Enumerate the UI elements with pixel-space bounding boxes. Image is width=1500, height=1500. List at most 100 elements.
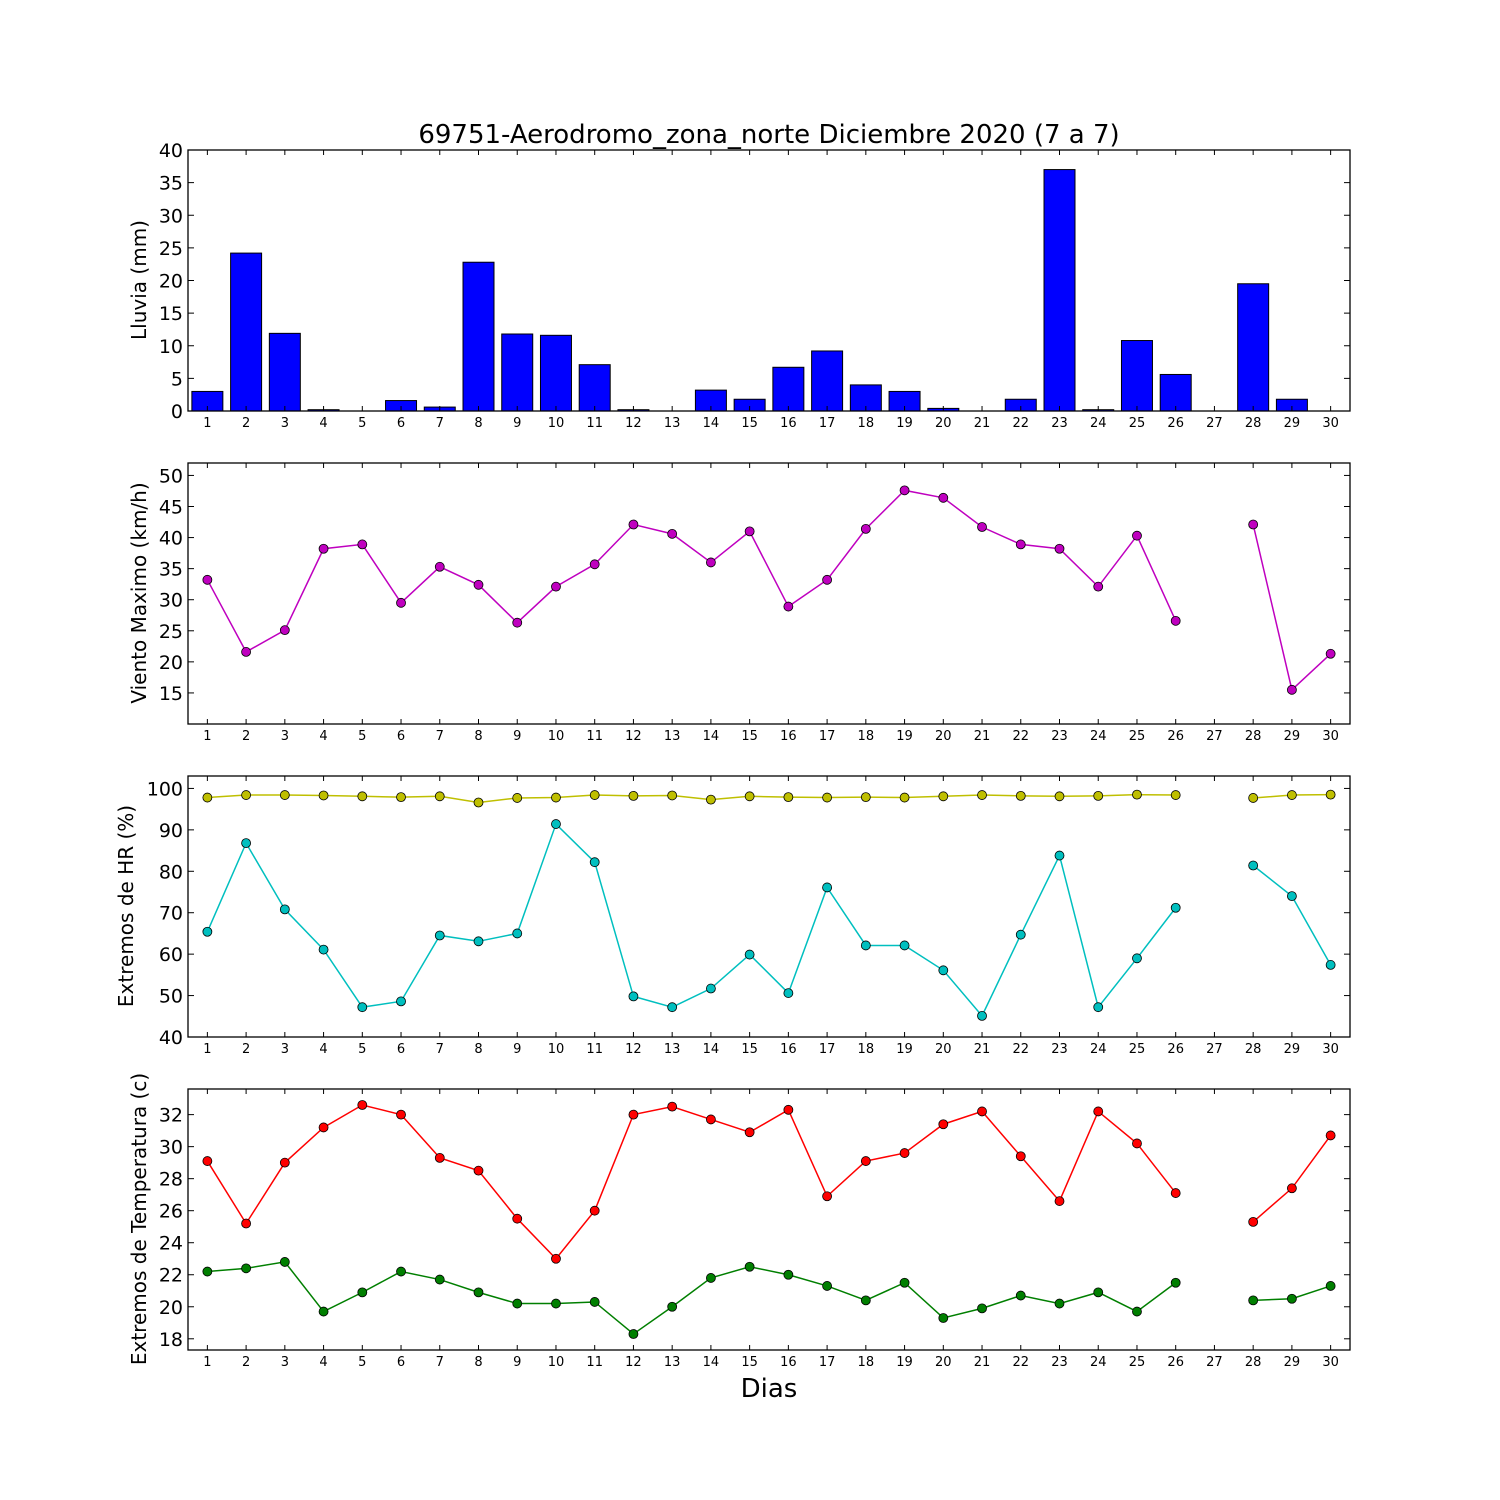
temperature-series-2-point-day-29 [1287, 1293, 1297, 1304]
humidity-series-2-line-1 [206, 822, 1177, 1018]
humidity-xtick-label: 26 [1167, 1042, 1184, 1057]
rain-ylabel: Lluvia (mm) [127, 220, 151, 340]
rain-xtick-label: 30 [1322, 416, 1339, 431]
wind-series-1-line-2 [1252, 524, 1332, 692]
rain-bar-day-11 [578, 364, 611, 412]
temperature-series-2-point-day-21 [977, 1303, 987, 1314]
humidity-series-2-point-day-6 [396, 996, 406, 1007]
temperature-xtick-label: 20 [935, 1355, 952, 1370]
temperature-series-1-line-2 [1252, 1134, 1332, 1223]
temperature-series-1-point-day-3 [279, 1157, 290, 1168]
temperature-ytick-label: 20 [159, 1297, 183, 1319]
wind-series [202, 485, 1336, 695]
humidity-series-1-point-day-3 [279, 790, 290, 800]
temperature-series-1-point-day-25 [1132, 1138, 1142, 1149]
temperature-ytick-label: 22 [159, 1265, 183, 1287]
temperature-series-2-point-day-25 [1132, 1306, 1142, 1317]
humidity-xtick-label: 3 [281, 1042, 289, 1057]
temperature-xtick-label: 16 [780, 1355, 797, 1370]
wind-xtick-label: 19 [896, 729, 913, 744]
x-axis-label: Dias [741, 1374, 798, 1404]
rain-bars [191, 169, 1308, 412]
temperature-series-2-point-day-10 [551, 1298, 561, 1309]
humidity-series-1-point-day-30 [1325, 789, 1336, 800]
humidity-xtick-label: 2 [242, 1042, 250, 1057]
wind-xtick-label: 17 [819, 729, 836, 744]
temperature-series-2-point-day-5 [357, 1287, 368, 1298]
humidity-ytick-label: 100 [147, 778, 183, 800]
temperature-series-2-point-day-8 [473, 1287, 484, 1298]
wind-series-1-point-day-11 [589, 559, 600, 570]
rain-ytick-label: 10 [159, 336, 183, 358]
wind-xtick-label: 16 [780, 729, 797, 744]
wind-series-1-point-day-23 [1054, 543, 1065, 554]
temperature-xtick-label: 10 [548, 1355, 565, 1370]
humidity-series-1-point-day-17 [822, 792, 832, 803]
wind-series-1-point-day-19 [899, 485, 910, 496]
wind-xtick-label: 6 [397, 729, 405, 744]
wind-xtick-label: 25 [1129, 729, 1146, 744]
wind-series-1-point-day-20 [938, 492, 949, 503]
rain-xtick-label: 22 [1012, 416, 1029, 431]
humidity-series-1-point-day-7 [434, 791, 445, 802]
temperature-series-2-line-1 [207, 1261, 1177, 1335]
humidity-series-2-point-day-29 [1287, 891, 1297, 902]
rain-xtick-label: 10 [548, 416, 565, 431]
humidity-series-1-point-day-21 [977, 790, 987, 800]
wind-xtick-label: 21 [974, 729, 991, 744]
humidity-series-1-point-day-9 [512, 793, 523, 803]
wind-xtick-label: 9 [513, 729, 521, 744]
temperature-ytick-label: 30 [159, 1137, 183, 1159]
temperature-series-2-point-day-24 [1093, 1287, 1104, 1298]
humidity-xtick-label: 29 [1284, 1042, 1301, 1057]
humidity-series [202, 789, 1336, 1021]
wind-xtick-label: 23 [1051, 729, 1068, 744]
rain-bar-day-28 [1237, 283, 1270, 412]
humidity-xtick-label: 10 [548, 1042, 565, 1057]
temperature-xtick-label: 21 [974, 1355, 991, 1370]
temperature-series-2-point-day-13 [667, 1301, 678, 1312]
temperature-series-2-point-day-26 [1170, 1277, 1181, 1288]
humidity-series-1-point-day-1 [202, 792, 213, 803]
rain-xtick-label: 27 [1206, 416, 1223, 431]
temperature-xtick-label: 9 [513, 1355, 521, 1370]
rain-xtick-label: 23 [1051, 416, 1068, 431]
rain-bar-day-8 [462, 261, 495, 412]
humidity-xtick-label: 9 [513, 1042, 521, 1057]
wind-xtick-label: 2 [242, 729, 250, 744]
humidity-ylabel: Extremos de HR (%) [114, 805, 138, 1007]
temperature-series-1-point-day-24 [1093, 1106, 1104, 1117]
wind-series-1-point-day-3 [279, 625, 290, 636]
rain-xtick-label: 16 [780, 416, 797, 431]
humidity-series-1-point-day-23 [1054, 791, 1065, 802]
rain-xtick-label: 14 [703, 416, 720, 431]
temperature-series-1-point-day-4 [318, 1122, 329, 1133]
temperature-xtick-label: 1 [203, 1355, 211, 1370]
humidity-series-1-point-day-6 [396, 792, 406, 803]
temperature-ytick-label: 32 [159, 1105, 183, 1127]
humidity-xtick-label: 6 [397, 1042, 405, 1057]
wind-series-1-point-day-30 [1325, 648, 1336, 659]
humidity-xtick-label: 8 [474, 1042, 482, 1057]
humidity-series-1-point-day-14 [706, 794, 716, 805]
rain-ytick-label: 40 [159, 140, 183, 162]
wind-series-1-point-day-21 [977, 522, 987, 532]
rain-bar-day-25 [1120, 340, 1153, 412]
temperature-series-2-point-day-16 [783, 1269, 794, 1280]
rain-ytick-label: 35 [159, 173, 183, 195]
temperature-series-2-point-day-9 [512, 1298, 523, 1309]
humidity-series-2-point-day-7 [434, 930, 445, 941]
temperature-xtick-label: 13 [664, 1355, 681, 1370]
humidity-xtick-label: 22 [1012, 1042, 1029, 1057]
humidity-series-1-point-day-10 [551, 792, 561, 803]
temperature-series-2-point-day-3 [279, 1257, 290, 1267]
wind-series-1-point-day-17 [822, 574, 832, 585]
temperature-xtick-label: 22 [1012, 1355, 1029, 1370]
humidity-series-1-point-day-15 [744, 791, 755, 802]
rain-bar-day-17 [811, 350, 844, 412]
humidity-series-1-point-day-26 [1170, 790, 1181, 800]
temperature-series-2-point-day-14 [706, 1273, 716, 1283]
temperature-xtick-label: 18 [858, 1355, 875, 1370]
humidity-series-2-point-day-5 [357, 1002, 368, 1013]
humidity-series-2-point-day-19 [899, 940, 910, 951]
